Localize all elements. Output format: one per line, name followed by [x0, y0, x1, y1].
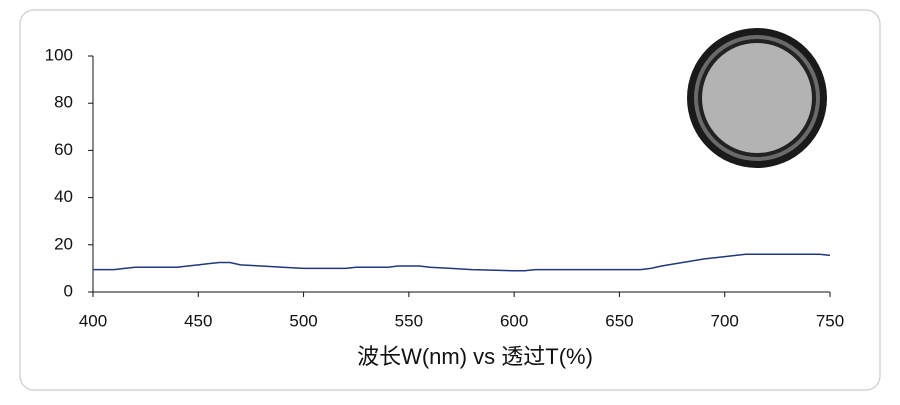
- x-tick-label: 650: [605, 311, 633, 330]
- y-tick-label: 60: [54, 140, 73, 159]
- x-tick-label: 550: [395, 311, 423, 330]
- y-tick-label: 20: [54, 234, 73, 253]
- data-line: [93, 253, 831, 272]
- card: [19, 9, 881, 391]
- y-tick-label: 40: [54, 187, 73, 206]
- y-tick-label: 0: [64, 281, 73, 300]
- x-tick-label: 500: [289, 311, 317, 330]
- x-tick-label: 400: [79, 311, 107, 330]
- x-tick-label: 750: [816, 311, 844, 330]
- x-axis-label: 波长W(nm) vs 透过T(%): [357, 344, 593, 369]
- x-tick-label: 700: [711, 311, 739, 330]
- y-tick-label: 100: [45, 45, 73, 64]
- x-tick-label: 450: [184, 311, 212, 330]
- x-tick-label: 600: [500, 311, 528, 330]
- y-tick-label: 80: [54, 93, 73, 112]
- filter-icon: [687, 28, 827, 168]
